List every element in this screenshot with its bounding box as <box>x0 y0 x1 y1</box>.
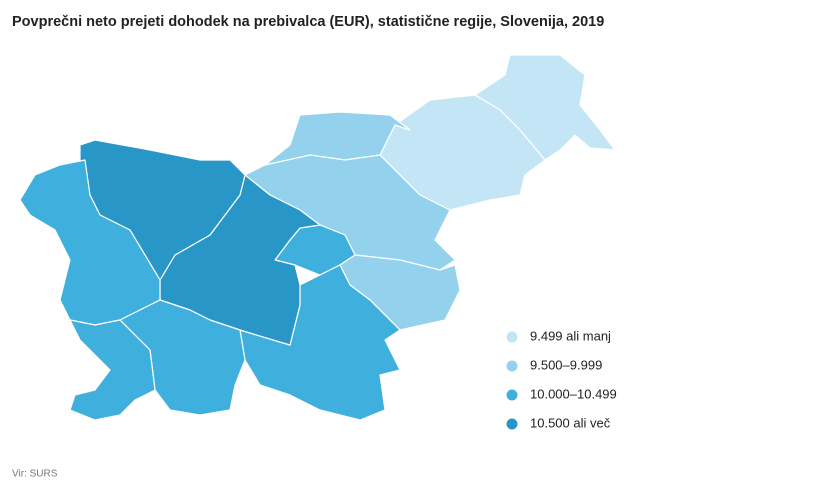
legend-swatch <box>506 360 518 372</box>
legend-label: 9.500–9.999 <box>530 357 602 372</box>
legend-label: 9.499 ali manj <box>530 328 611 343</box>
source: Vir: SURS <box>12 469 58 480</box>
region <box>69 319 156 421</box>
legend-swatch <box>506 331 518 343</box>
legend-label: 10.000–10.499 <box>530 386 617 401</box>
region <box>19 159 161 326</box>
map <box>19 54 616 421</box>
legend-swatch <box>506 389 518 401</box>
map-title: Povprečni neto prejeti dohodek na prebiv… <box>12 14 604 30</box>
legend-label: 10.500 ali več <box>530 415 611 430</box>
legend: 9.499 ali manj 9.500–9.999 10.000–10.499 10… <box>506 328 617 430</box>
legend-swatch <box>506 418 518 430</box>
